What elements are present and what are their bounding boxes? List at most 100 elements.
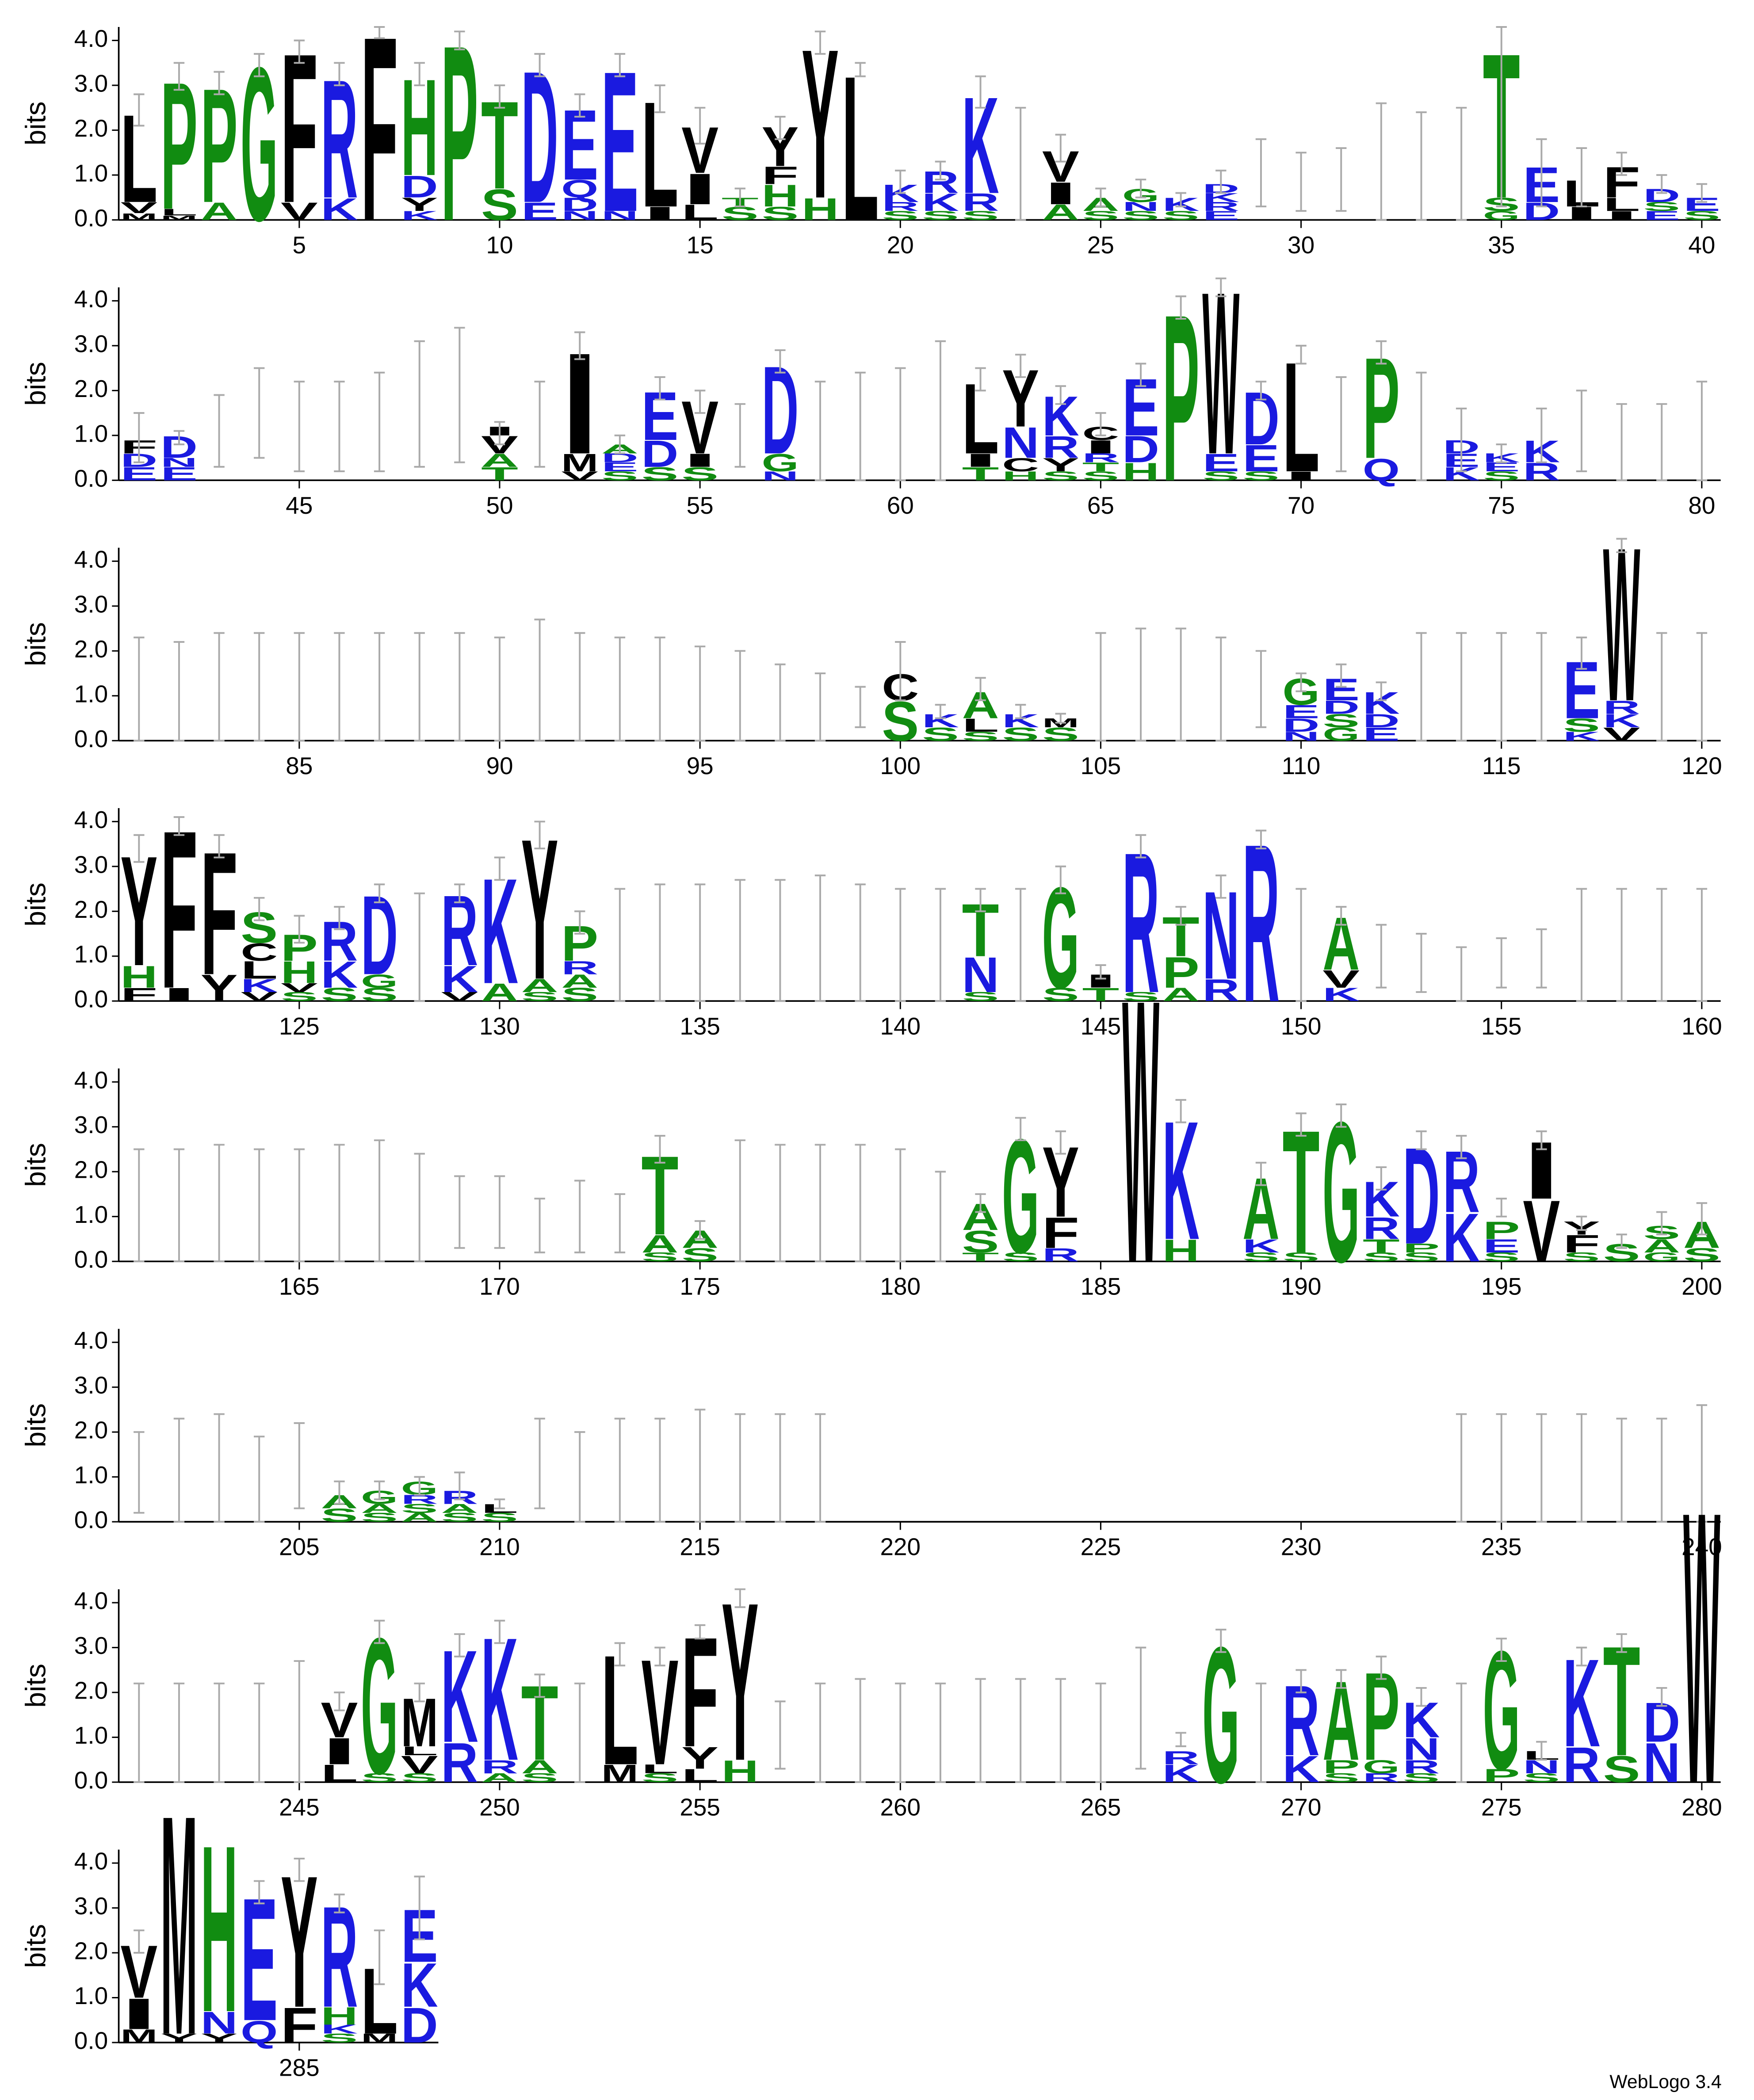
logo-letter: T xyxy=(1082,460,1119,474)
logo-letter: S xyxy=(521,1771,558,1785)
logo-letter: A xyxy=(521,1756,558,1777)
x-tick-label: 220 xyxy=(880,1533,921,1561)
logo-letter: K xyxy=(1603,710,1640,731)
logo-letter: A xyxy=(401,1510,438,1524)
logo-letter: V xyxy=(441,990,478,1004)
logo-letter: A xyxy=(441,1501,478,1516)
logo-letter: S xyxy=(761,203,799,224)
logo-letter: A xyxy=(561,970,598,992)
x-tick-label: 205 xyxy=(279,1533,320,1561)
logo-letter: R xyxy=(481,1756,518,1777)
logo-letter: R xyxy=(1603,697,1640,718)
y-tick-label: 3.0 xyxy=(74,851,108,878)
logo-letter: S xyxy=(1002,1250,1039,1264)
x-tick-label: 245 xyxy=(279,1794,320,1821)
y-tick-label: 2.0 xyxy=(74,1156,108,1184)
logo-letter: S xyxy=(441,1511,478,1525)
y-tick-label: 3.0 xyxy=(74,1632,108,1659)
x-tick-label: 265 xyxy=(1081,1794,1121,1821)
x-tick-label: 155 xyxy=(1481,1012,1522,1040)
logo-letter: G xyxy=(1322,724,1360,745)
logo-letter: K xyxy=(1162,1760,1200,1787)
logo-letter: S xyxy=(321,1505,358,1526)
y-tick-label: 3.0 xyxy=(74,1892,108,1920)
y-tick-label: 2.0 xyxy=(74,375,108,402)
logo-letter: S xyxy=(481,1511,518,1525)
logo-letter: S xyxy=(1403,1771,1440,1785)
logo-letter: M xyxy=(120,2026,157,2047)
x-tick-label: 90 xyxy=(486,752,513,779)
x-tick-label: 75 xyxy=(1488,492,1515,519)
x-tick-label: 50 xyxy=(486,492,513,519)
logo-letter: F xyxy=(1563,1230,1600,1258)
logo-letter: R xyxy=(962,188,999,216)
logo-letter: S xyxy=(962,729,999,744)
logo-letter: K xyxy=(401,1951,438,2020)
logo-letter: G xyxy=(1643,1250,1680,1264)
logo-letter: V xyxy=(241,990,278,1004)
logo-letter: K xyxy=(1283,1748,1320,1790)
logo-letter: P xyxy=(1483,1765,1520,1787)
x-tick-label: 65 xyxy=(1087,492,1114,519)
logo-letter: A xyxy=(1162,984,1200,1005)
logo-letter: V xyxy=(561,469,598,483)
logo-letter: S xyxy=(1042,724,1079,745)
y-axis-label: bits xyxy=(19,1924,51,1968)
logo-letter: I xyxy=(120,1989,157,2039)
logo-letter: S xyxy=(281,990,318,1004)
logo-letter: H xyxy=(1002,469,1039,483)
y-axis-label: bits xyxy=(19,1403,51,1447)
logo-letter: S xyxy=(361,1771,398,1785)
x-tick-label: 135 xyxy=(680,1012,720,1040)
y-tick-label: 1.0 xyxy=(74,1982,108,2009)
logo-letter: R xyxy=(1202,199,1239,214)
y-tick-label: 2.0 xyxy=(74,1677,108,1704)
x-tick-label: 110 xyxy=(1282,752,1321,779)
logo-letter: S xyxy=(962,1224,999,1259)
logo-letter: I xyxy=(1603,209,1640,223)
x-tick-label: 5 xyxy=(293,231,306,259)
x-tick-label: 280 xyxy=(1681,1794,1722,1821)
logo-letter: N xyxy=(761,469,799,483)
logo-letter: M xyxy=(361,2031,398,2045)
x-tick-label: 15 xyxy=(687,231,714,259)
logo-letter: M xyxy=(561,449,598,477)
logo-letter: S xyxy=(321,984,358,1005)
x-tick-label: 260 xyxy=(880,1794,921,1821)
logo-letter: K xyxy=(1443,1200,1480,1276)
x-tick-label: 225 xyxy=(1081,1533,1121,1561)
logo-letter: K xyxy=(1322,984,1360,1005)
logo-letter: Q xyxy=(241,2014,278,2049)
x-tick-label: 200 xyxy=(1681,1273,1722,1300)
logo-letter: S xyxy=(1082,209,1119,223)
logo-letter: A xyxy=(1643,1235,1680,1256)
logo-letter: M xyxy=(601,1760,638,1787)
logo-letter: S xyxy=(1483,1250,1520,1264)
x-tick-label: 250 xyxy=(479,1794,520,1821)
logo-letter: W xyxy=(1683,1431,1721,1865)
logo-letter: H xyxy=(120,959,157,994)
logo-letter: H xyxy=(1162,1233,1200,1268)
logo-letter: F xyxy=(1042,1209,1079,1257)
y-tick-label: 1.0 xyxy=(74,940,108,968)
logo-letter: E xyxy=(120,463,157,485)
logo-letter: E xyxy=(1483,1235,1520,1256)
logo-letter: S xyxy=(361,1511,398,1525)
logo-letter: I xyxy=(321,1730,358,1772)
x-tick-label: 275 xyxy=(1481,1794,1522,1821)
x-tick-label: 235 xyxy=(1481,1533,1522,1561)
x-tick-label: 230 xyxy=(1281,1533,1322,1561)
logo-letter: K xyxy=(321,192,358,227)
x-tick-label: 185 xyxy=(1081,1273,1121,1300)
logo-letter: E xyxy=(601,460,638,474)
x-tick-label: 150 xyxy=(1281,1012,1322,1040)
logo-letter: N xyxy=(962,947,999,1003)
logo-letter: D xyxy=(1122,428,1159,470)
logo-letter: A xyxy=(481,978,518,1006)
logo-letter: S xyxy=(1523,1771,1560,1785)
x-tick-label: 195 xyxy=(1481,1273,1522,1300)
logo-letter: R xyxy=(1202,973,1239,1008)
logo-letter: S xyxy=(1122,209,1159,223)
logo-letter: L xyxy=(642,1762,679,1776)
logo-letter: I xyxy=(681,450,718,471)
